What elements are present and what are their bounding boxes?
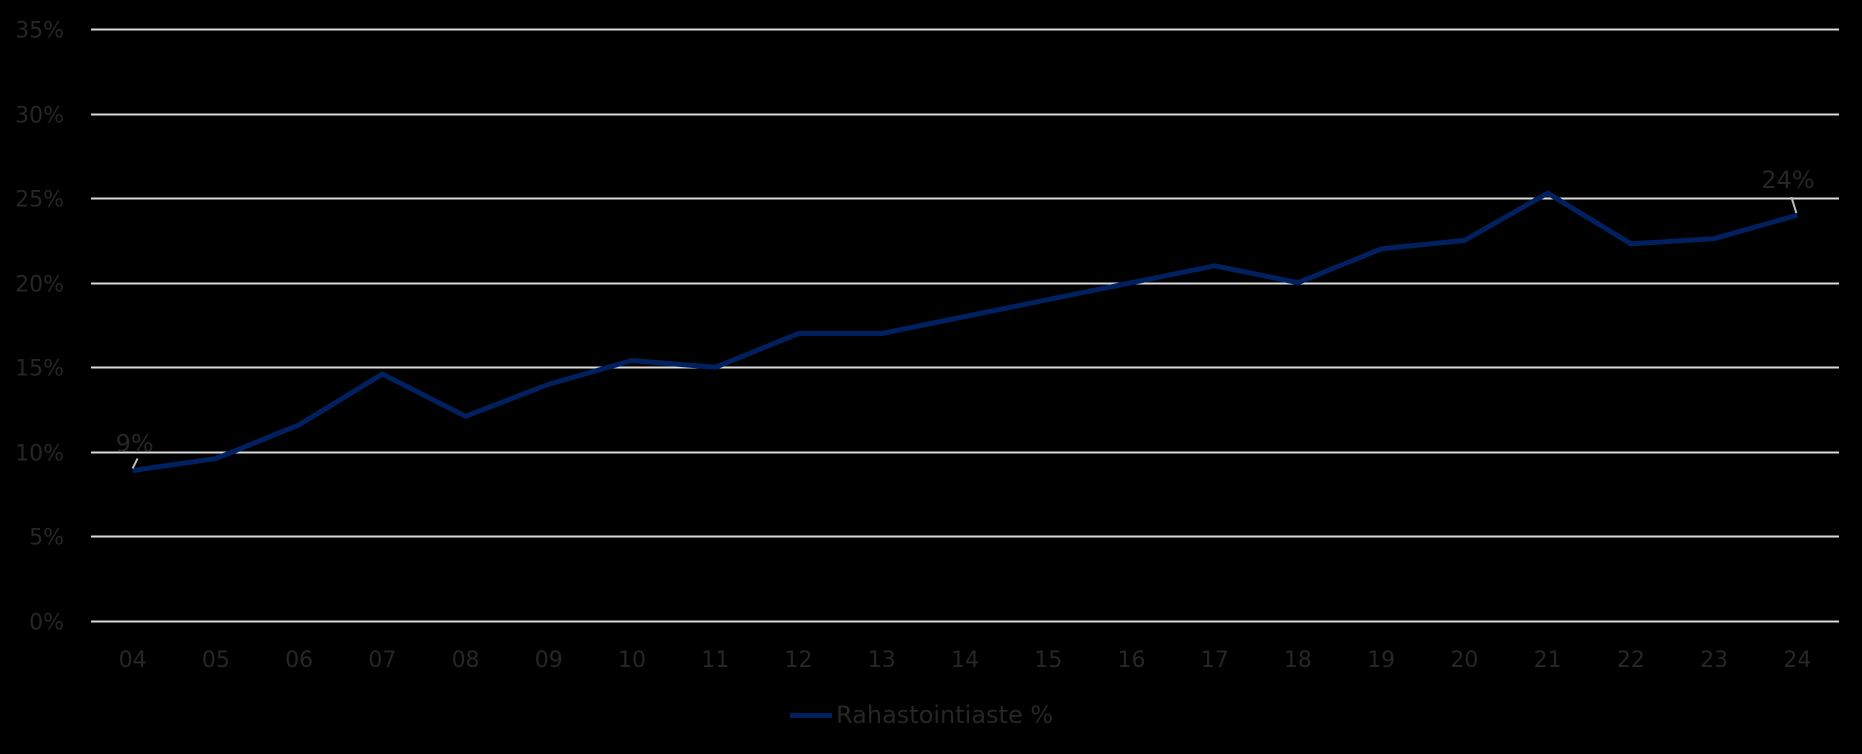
x-tick-label: 07: [368, 648, 396, 673]
x-tick-label: 14: [951, 648, 979, 673]
series-rahastointiaste: [132, 190, 1799, 473]
x-tick-label: 10: [618, 648, 646, 673]
x-tick-label: 15: [1034, 648, 1062, 673]
x-tick-label: 13: [868, 648, 896, 673]
y-tick-label: 0%: [29, 611, 64, 636]
x-tick-label: 12: [785, 648, 813, 673]
leader-line: [1790, 196, 1798, 214]
series-line: [132, 190, 1799, 473]
y-tick-label: 20%: [15, 273, 64, 298]
x-tick-label: 04: [119, 648, 147, 673]
y-tick-label: 35%: [15, 19, 64, 44]
x-tick-label: 20: [1450, 648, 1478, 673]
x-tick-label: 21: [1534, 648, 1562, 673]
x-tick-label: 06: [285, 648, 313, 673]
data-label: 9%: [116, 429, 154, 457]
x-tick-label: 19: [1367, 648, 1395, 673]
gridlines: [91, 28, 1839, 623]
x-tick-label: 23: [1700, 648, 1728, 673]
x-tick-label: 08: [452, 648, 480, 673]
data-labels: 9% 24%: [116, 166, 1815, 469]
x-tick-label: 09: [535, 648, 563, 673]
x-tick-label: 16: [1117, 648, 1145, 673]
x-tick-label: 24: [1783, 648, 1811, 673]
y-axis-tick-labels: 0% 5% 10% 15% 20% 25% 30% 35%: [15, 19, 64, 636]
legend-label: Rahastointiaste %: [836, 701, 1054, 729]
x-tick-label: 22: [1617, 648, 1645, 673]
y-tick-label: 10%: [15, 442, 64, 467]
x-tick-label: 17: [1201, 648, 1229, 673]
legend: Rahastointiaste %: [790, 700, 1053, 730]
x-tick-label: 05: [202, 648, 230, 673]
x-axis-tick-labels: 04 05 06 07 08 09 10 11 12 13 14 15 16 17 18 19 20 21 22 23…: [119, 648, 1812, 673]
x-tick-label: 18: [1284, 648, 1312, 673]
y-tick-label: 15%: [15, 357, 64, 382]
leader-line: [131, 458, 139, 469]
y-tick-label: 30%: [15, 104, 64, 129]
x-tick-label: 11: [701, 648, 729, 673]
y-tick-label: 5%: [29, 526, 64, 551]
legend-line-swatch-icon: [790, 712, 832, 718]
y-tick-label: 25%: [15, 188, 64, 213]
data-label: 24%: [1761, 166, 1814, 194]
